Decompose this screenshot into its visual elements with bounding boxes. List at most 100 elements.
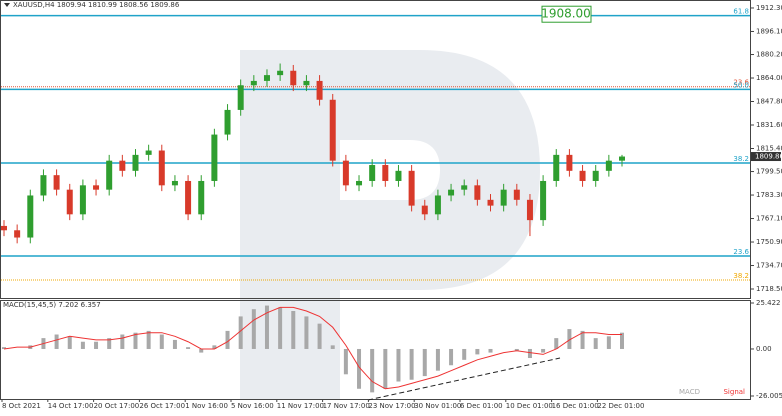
candle-body [119,160,126,171]
candle-body [342,160,349,186]
candle-body [14,230,21,238]
y-tick-label: 1896.10 [756,27,782,35]
candle-body [224,109,231,135]
candle-body [27,195,34,238]
x-tick-label: 8 Oct 2021 [2,402,41,410]
trend-line [367,357,561,401]
macd-bar [541,348,546,353]
candle-body [263,75,270,81]
macd-bar [370,348,375,393]
macd-bar [199,348,204,353]
y-tick-label: 1864.00 [756,74,782,82]
macd-bar [330,345,335,349]
signal-line [3,306,622,390]
y-tick-label: 0.00 [756,345,772,353]
macd-bar [107,338,112,349]
candle-body [198,180,205,215]
watermark [240,50,540,400]
macd-bar [580,330,585,349]
macd-bar [120,334,125,349]
candle-body [106,160,113,190]
candle-body [158,150,165,186]
fib-label: 23.6 [733,79,749,87]
candle-body [171,180,178,186]
y-tick-label: 1783.30 [756,191,782,199]
candle-body [79,185,86,215]
macd-bar [291,310,296,349]
x-tick-label: 22 Dec 01:00 [597,402,644,410]
macd-bar [67,336,72,349]
candle-body [487,199,494,206]
target-box [541,5,592,23]
target-label: 1908.00 [541,7,591,21]
macd-bar [409,348,414,380]
menu-arrow [4,3,10,7]
candle-body [408,170,415,206]
x-tick-label: 17 Nov 17:00 [323,402,370,410]
candle-body [434,195,441,215]
macd-bar [186,347,191,349]
macd-bar [422,348,427,377]
candle-body [66,189,73,215]
candle-body [553,154,560,181]
main-frame [0,0,751,299]
legend-entry: Signal [723,388,745,396]
y-tick-label: 25.422 [756,299,781,307]
y-tick-label: 1734.70 [756,262,782,270]
candle-body [316,80,323,100]
macd-frame [0,300,751,400]
candle-body [421,205,428,215]
macd-bar [278,307,283,349]
candle-body [592,170,599,181]
candle-body [329,99,336,161]
macd-bar [488,348,493,353]
y-tick-label: 1799.50 [756,168,782,176]
macd-bar [94,341,99,349]
candle-body [461,185,468,190]
candle-body [395,170,402,181]
macd-bar [396,348,401,382]
fib-label: 38.2 [733,272,749,280]
candle-body [513,189,520,200]
last-price-box [751,152,781,162]
x-tick-label: 11 Nov 17:00 [277,402,324,410]
macd-bar [554,338,559,349]
last-price-label: 1809.86 [755,153,782,161]
candle-body [474,185,481,200]
macd-bar [620,332,624,349]
fib-label: 50.0 [733,81,749,89]
candle-body [211,134,218,181]
candle-body [303,80,310,86]
candle-body [448,189,455,196]
y-tick-label: 1880.20 [756,51,782,59]
x-tick-label: 10 Dec 01:00 [506,402,553,410]
y-tick-label: 1831.60 [756,121,782,129]
candle-body [132,154,139,171]
macd-bar [475,348,480,355]
fib-label: 23.6 [733,248,749,256]
candle-body [250,80,257,86]
macd-bar [264,305,269,349]
macd-bar [54,334,59,349]
x-tick-label: 16 Dec 01:00 [552,402,599,410]
candle-body [290,70,297,86]
candle-body [526,199,533,221]
x-tick-label: 26 Oct 17:00 [139,402,185,410]
macd-bar [357,348,362,389]
macd-bar [514,348,519,351]
y-tick-label: 1718.50 [756,285,782,293]
candle-body [500,189,507,206]
candle-body [369,165,376,181]
y-tick-label: 1847.80 [756,98,782,106]
y-tick-label: 1750.90 [756,238,782,246]
macd-bar [80,341,85,349]
macd-bar [225,330,230,349]
macd-bar [449,348,454,366]
macd-bar [2,347,6,349]
candle-body [145,150,152,155]
macd-bar [212,345,217,349]
macd-bar [435,348,440,371]
candle-body [277,70,284,76]
candle-body [185,180,192,215]
